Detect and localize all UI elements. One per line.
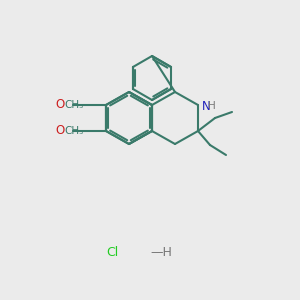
Text: —H: —H (150, 245, 172, 259)
Text: N: N (202, 100, 211, 112)
Text: CH₃: CH₃ (64, 126, 83, 136)
Text: O: O (56, 124, 65, 137)
Text: Cl: Cl (106, 245, 118, 259)
Text: H: H (208, 101, 216, 111)
Text: O: O (56, 98, 65, 112)
Text: CH₃: CH₃ (64, 100, 83, 110)
